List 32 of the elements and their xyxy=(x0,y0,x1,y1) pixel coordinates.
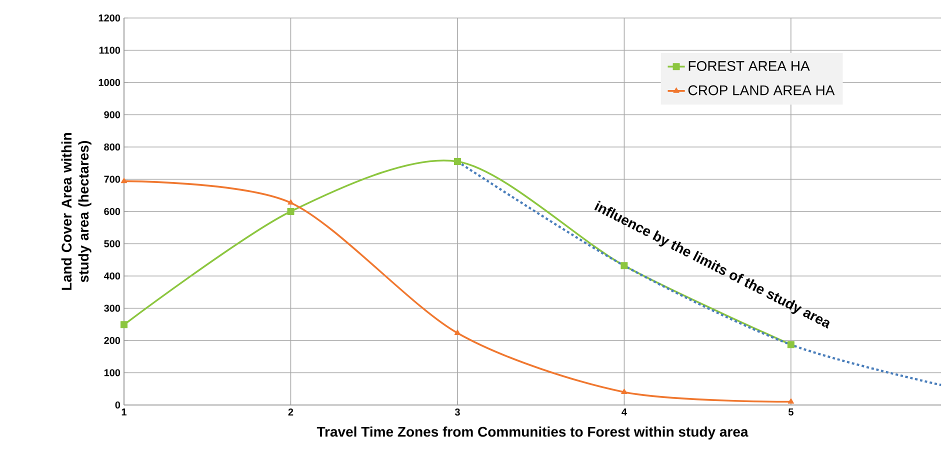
y-tick-label: 900 xyxy=(104,111,120,118)
point xyxy=(287,208,294,215)
point xyxy=(787,341,794,348)
y-tick-label: 300 xyxy=(104,304,120,312)
y-tick-label: 700 xyxy=(104,176,120,183)
y-tick-label: 1200 xyxy=(98,14,120,22)
point xyxy=(120,321,128,328)
point xyxy=(454,330,461,335)
legend-label: CROP LAND AREA HA xyxy=(688,85,835,96)
y-tick-label: 800 xyxy=(104,143,120,151)
x-tick-label: 4 xyxy=(622,408,627,416)
point xyxy=(454,158,461,165)
point xyxy=(621,388,628,394)
y-tick-label: 400 xyxy=(104,272,120,280)
y-axis-title: Land Cover Area within study area (hectares) xyxy=(61,133,92,290)
x-tick-label: 2 xyxy=(288,408,294,416)
y-tick-label: 200 xyxy=(104,336,120,344)
y-tick-label: 0 xyxy=(115,401,120,409)
point xyxy=(120,178,128,184)
y-tick-label: 100 xyxy=(104,369,120,376)
y-tick-label: 500 xyxy=(104,240,120,248)
legend-label: FOREST AREA HA xyxy=(688,61,810,71)
point xyxy=(620,262,628,270)
x-tick-label: 5 xyxy=(788,408,794,416)
point xyxy=(288,199,294,205)
point xyxy=(788,398,794,404)
y-tick-label: 1100 xyxy=(99,46,120,54)
y-tick-label: 600 xyxy=(104,208,120,216)
x-tick-label: 1 xyxy=(122,408,127,416)
y-tick-label: 1000 xyxy=(98,78,120,86)
x-axis-title: Travel Time Zones from Communities to Forest within study area xyxy=(316,426,748,440)
x-tick-label: 3 xyxy=(454,408,460,416)
